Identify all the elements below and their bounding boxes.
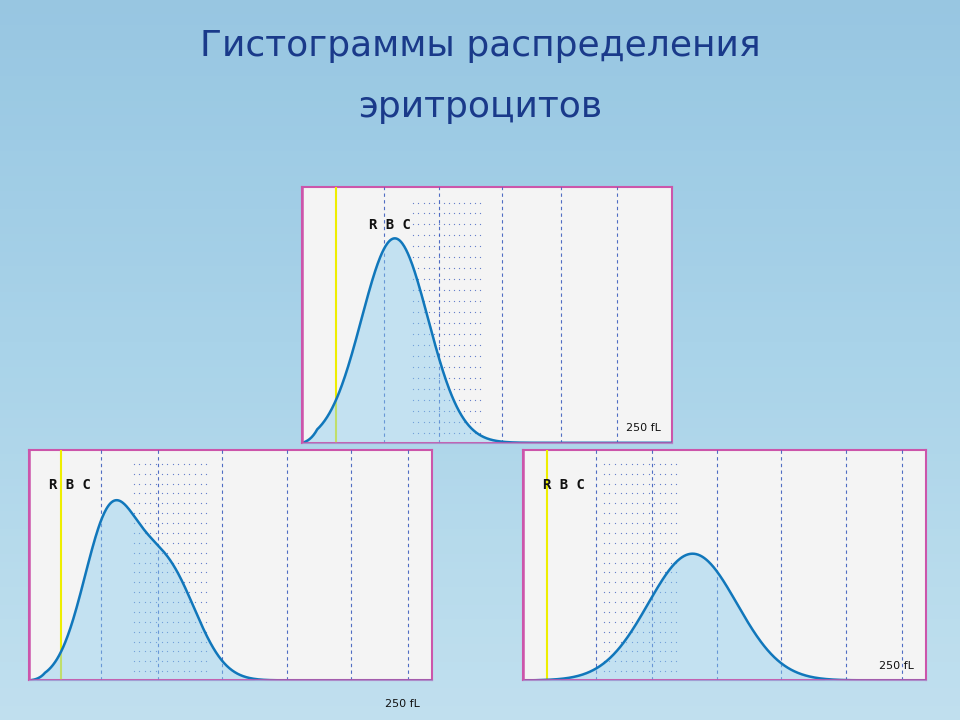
Text: 250 fL: 250 fL bbox=[626, 423, 660, 433]
Text: Гистограммы распределения: Гистограммы распределения bbox=[200, 29, 760, 63]
Text: 250 fL: 250 fL bbox=[879, 661, 914, 671]
Text: R B C: R B C bbox=[369, 218, 411, 232]
Text: R B C: R B C bbox=[543, 477, 586, 492]
Text: 250 fL: 250 fL bbox=[385, 699, 420, 708]
Text: R B C: R B C bbox=[49, 477, 91, 492]
Text: эритроцитов: эритроцитов bbox=[358, 90, 602, 124]
